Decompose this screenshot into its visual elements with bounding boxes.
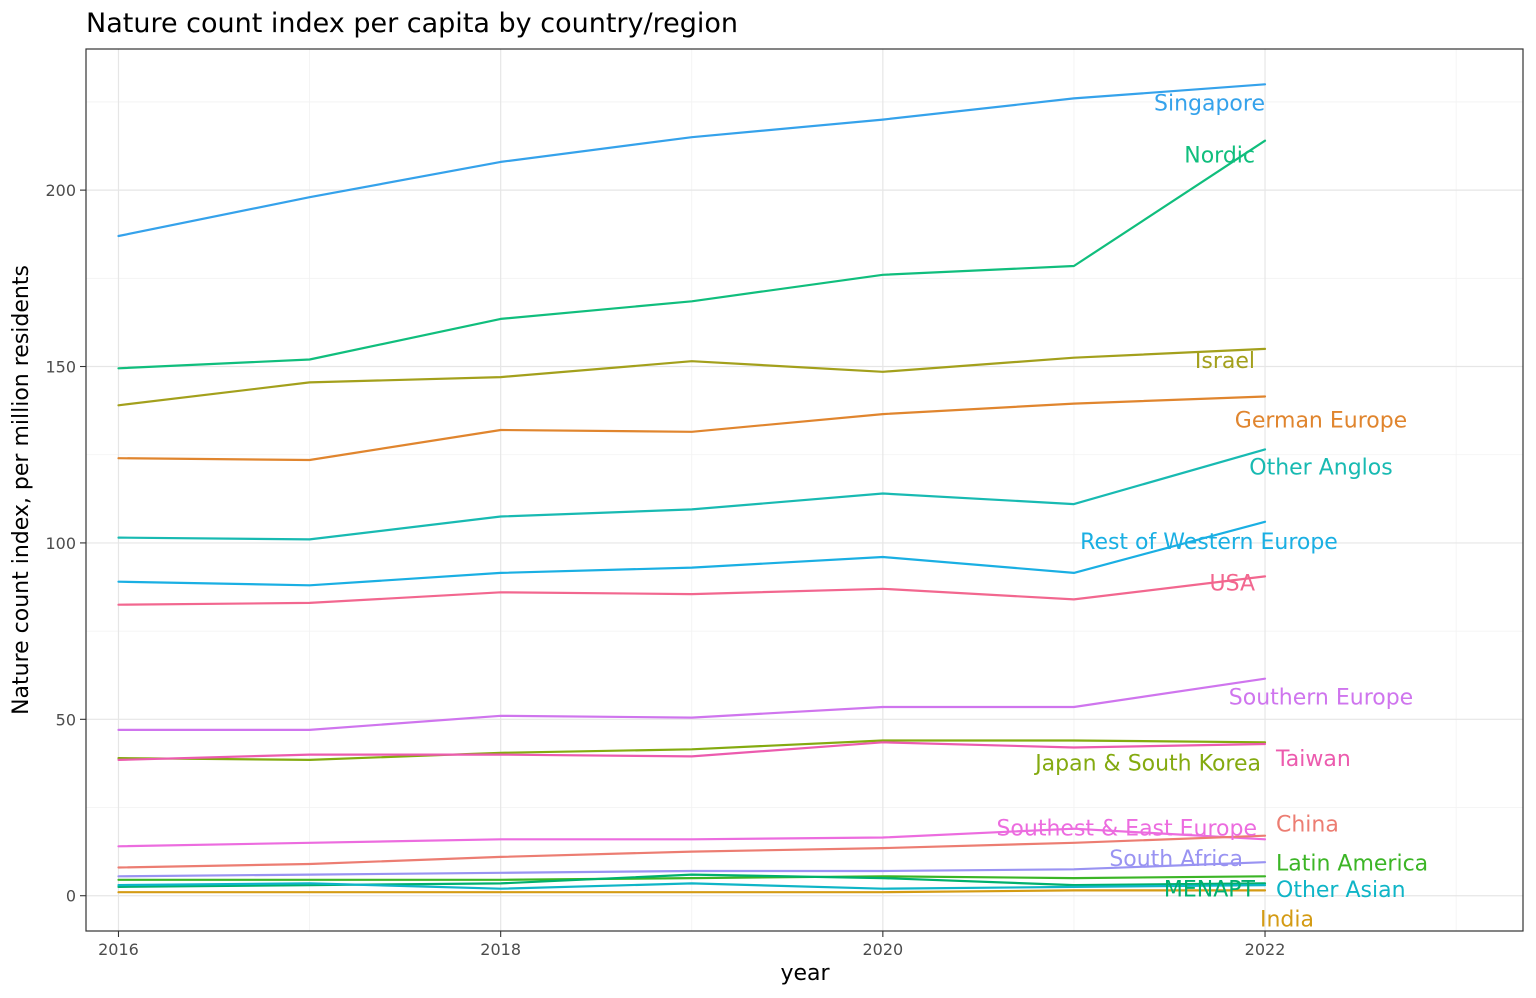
series-line-india [117,889,1267,894]
series-label-south-africa: South Africa [1109,847,1243,872]
series-line-german-europe [117,395,1267,462]
y-axis-title: Nature count index, per million resident… [9,265,34,715]
series-line-other-anglos [117,448,1267,541]
series-label-taiwan: Taiwan [1275,747,1351,772]
series-label-china: China [1276,813,1339,838]
series-label-rest-of-western-europe: Rest of Western Europe [1080,530,1338,555]
series-label-german-europe: German Europe [1235,409,1407,434]
series-label-nordic: Nordic [1184,144,1255,169]
series-label-latin-america: Latin America [1276,851,1428,876]
series-line-southern-europe [117,677,1267,732]
grid-lines [86,49,1523,931]
series-line-rest-of-western-europe [117,520,1267,587]
series-label-usa: USA [1209,571,1255,596]
series-line-israel [117,347,1267,407]
series-line-japan-south-korea [117,739,1267,762]
x-tick-label: 2020 [862,940,903,959]
y-tick-label: 100 [45,534,76,553]
x-tick-label: 2022 [1245,940,1286,959]
x-tick-label: 2018 [480,940,521,959]
y-tick-label: 0 [66,887,76,906]
series-lines [117,83,1267,894]
series-line-taiwan [117,741,1267,762]
chart-title: Nature count index per capita by country… [86,8,738,39]
y-tick-label: 200 [45,181,76,200]
series-line-china [117,834,1267,869]
series-label-other-asian: Other Asian [1276,878,1406,903]
series-line-usa [117,575,1267,606]
series-label-southest-east-europe: Southest & East Europe [996,816,1257,841]
series-label-japan-south-korea: Japan & South Korea [1033,751,1261,776]
series-line-southest-east-europe [117,827,1267,848]
series-line-nordic [117,139,1267,370]
series-label-india: India [1260,907,1314,932]
series-label-singapore: Singapore [1154,91,1265,116]
y-tick-label: 150 [45,358,76,377]
series-line-latin-america [117,875,1267,881]
series-line-singapore [117,83,1267,238]
series-label-other-anglos: Other Anglos [1249,455,1392,480]
series-line-south-africa [117,861,1267,878]
series-label-menapt: MENAPT [1164,877,1256,902]
plot-panel-border [85,48,1524,932]
series-labels: Singapore Nordic Israel German Europe Other … [996,91,1428,932]
series-line-other-asian [117,882,1267,890]
axis-ticks: 2016 2018 2020 2022 0 50 100 150 200 [45,181,1285,959]
x-axis-title: year [780,961,830,986]
series-label-southern-europe: Southern Europe [1229,686,1413,711]
series-line-menapt [117,873,1267,889]
x-tick-label: 2016 [98,940,139,959]
series-label-israel: Israel [1195,349,1255,374]
y-tick-label: 50 [56,710,76,729]
